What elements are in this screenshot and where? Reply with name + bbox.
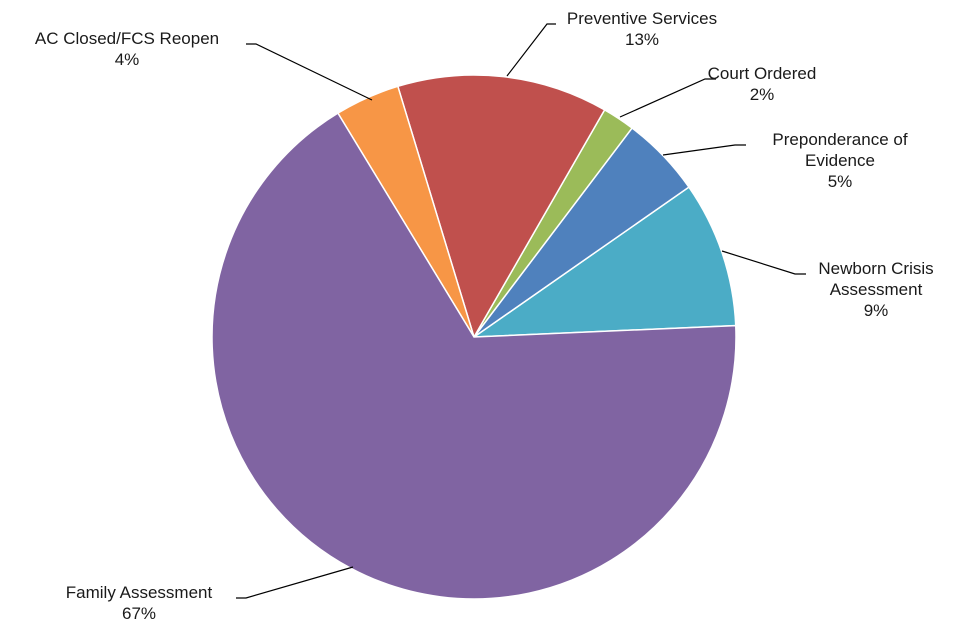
slice-name-label-3: Preventive Services [567,9,717,28]
leader-line-3 [506,23,556,77]
leader-line-2 [619,78,716,118]
leader-line-0 [721,250,806,275]
leader-line-1 [662,144,746,156]
slice-percent-label-1: 5% [828,172,853,191]
pie-slice-0 [471,186,737,338]
slice-name-label-1: Preponderance of [772,130,907,149]
slice-name-label-1: Evidence [805,151,875,170]
leader-line-4 [246,43,373,101]
slice-name-label-2: Court Ordered [708,64,817,83]
leader-line-5 [236,566,354,599]
slice-percent-label-2: 2% [750,85,775,104]
pie-slices [211,74,737,600]
slice-percent-label-5: 67% [122,604,156,623]
slice-percent-label-3: 13% [625,30,659,49]
pie-slice-3 [396,74,606,339]
slice-percent-label-0: 9% [864,301,889,320]
slice-name-label-4: AC Closed/FCS Reopen [35,29,219,48]
slice-name-label-0: Assessment [830,280,923,299]
pie-labels: Newborn Crisis Assessment 9% Preponderance … [35,9,934,623]
slice-name-label-5: Family Assessment [66,583,213,602]
slice-percent-label-4: 4% [115,50,140,69]
slice-name-label-0: Newborn Crisis [818,259,933,278]
